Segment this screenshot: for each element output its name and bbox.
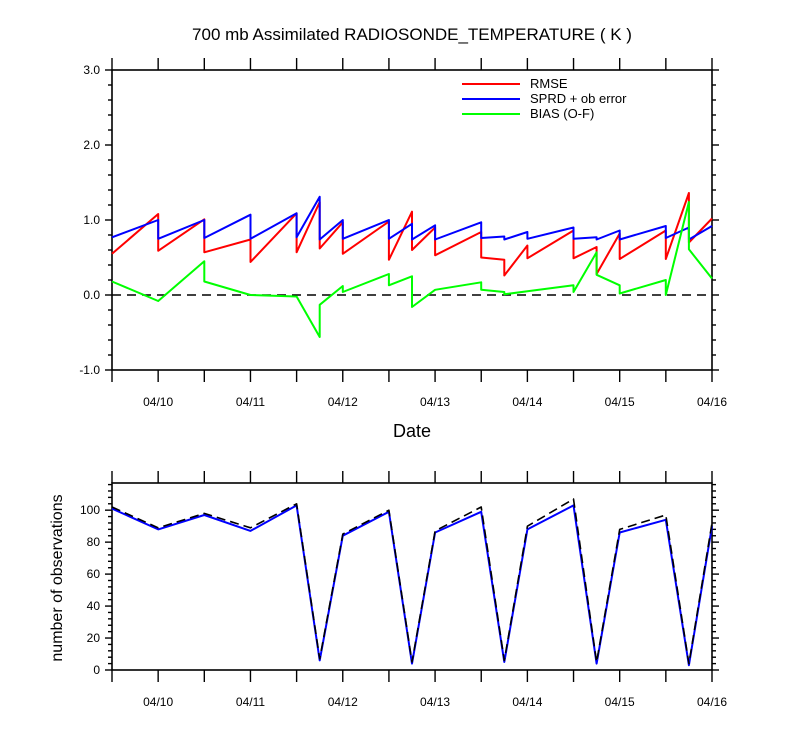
- x-tick-label-lower: 04/14: [512, 695, 542, 709]
- x-tick-label-lower: 04/11: [236, 695, 265, 709]
- y-tick-label-upper: 1.0: [83, 213, 100, 227]
- y-tick-label-lower: 40: [87, 599, 101, 613]
- x-tick-label-lower: 04/16: [697, 695, 727, 709]
- y-tick-label-lower: 20: [87, 631, 101, 645]
- y-tick-label-lower: 60: [87, 567, 101, 581]
- x-tick-label-upper: 04/15: [605, 395, 635, 409]
- x-tick-label-upper: 04/10: [143, 395, 173, 409]
- y-tick-label-lower: 0: [93, 663, 100, 677]
- y-axis-label-lower: number of observations: [49, 494, 66, 661]
- y-tick-label-lower: 80: [87, 535, 101, 549]
- series-line-sprd-ob-error-upper: [111, 195, 713, 241]
- x-tick-label-lower: 04/15: [605, 695, 635, 709]
- x-tick-label-upper: 04/12: [328, 395, 358, 409]
- x-axis-label: Date: [393, 421, 431, 441]
- legend-label: BIAS (O-F): [530, 106, 594, 121]
- y-tick-label-upper: -1.0: [79, 363, 100, 377]
- y-tick-label-lower: 100: [80, 503, 100, 517]
- x-tick-label-lower: 04/12: [328, 695, 358, 709]
- series-line-bias-o-f-upper: [111, 201, 713, 338]
- x-tick-label-upper: 04/14: [512, 395, 542, 409]
- y-tick-label-upper: 2.0: [83, 138, 100, 152]
- y-tick-label-upper: 0.0: [83, 288, 100, 302]
- x-tick-label-lower: 04/13: [420, 695, 450, 709]
- legend-label: RMSE: [530, 76, 568, 91]
- legend-label: SPRD + ob error: [530, 91, 627, 106]
- plot-frame-lower: [111, 482, 713, 671]
- y-tick-label-upper: 3.0: [83, 63, 100, 77]
- x-tick-label-lower: 04/10: [143, 695, 173, 709]
- chart-title: 700 mb Assimilated RADIOSONDE_TEMPERATUR…: [192, 25, 632, 44]
- series-line-series-1-lower: [111, 498, 713, 665]
- x-tick-label-upper: 04/11: [236, 395, 265, 409]
- x-tick-label-upper: 04/16: [697, 395, 727, 409]
- x-tick-label-upper: 04/13: [420, 395, 450, 409]
